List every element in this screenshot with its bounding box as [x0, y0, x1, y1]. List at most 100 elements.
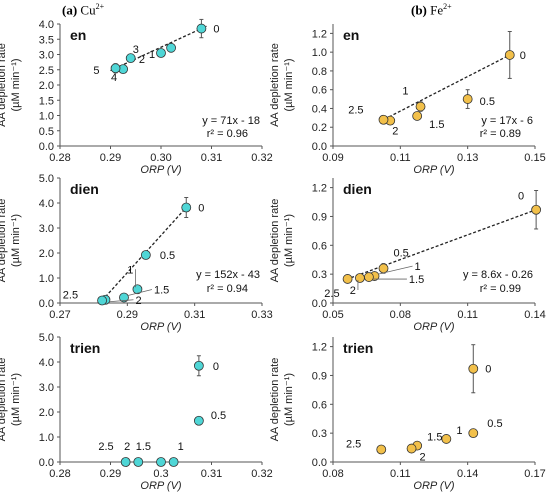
y-tick-label: 0.4 [312, 103, 327, 115]
fit-equation: y = 8.6x - 0.26 [463, 269, 533, 281]
point-label: 1.5 [429, 119, 444, 131]
x-tick-label: 0.13 [457, 152, 478, 164]
y-axis-unit: (µM min⁻¹) [10, 373, 22, 426]
point-label: 0.5 [211, 410, 226, 422]
y-tick-label: 2.5 [39, 65, 54, 77]
data-point [462, 94, 473, 104]
data-point [181, 202, 192, 213]
data-point [125, 53, 136, 64]
panel-title: en [70, 27, 86, 43]
data-point [415, 101, 426, 112]
panel-title: trien [343, 340, 373, 356]
point-label: 0 [520, 50, 526, 62]
point-label: 3 [133, 44, 139, 56]
y-tick-label: 0.5 [39, 126, 54, 138]
y-tick-label: 1.2 [312, 28, 327, 40]
data-point [120, 457, 131, 467]
data-point [193, 415, 204, 426]
y-tick-label: 1.2 [312, 183, 327, 195]
data-point [196, 23, 207, 34]
x-axis-title: ORP (V) [413, 164, 454, 176]
point-label: 0.5 [487, 418, 502, 430]
x-axis-title: ORP (V) [140, 480, 181, 492]
point-label: 2.5 [348, 105, 363, 117]
point-label: 2 [124, 441, 130, 453]
data-point [504, 50, 515, 60]
data-point [97, 295, 107, 306]
y-axis-unit: (µM min⁻¹) [283, 373, 295, 426]
y-tick-label: 5.0 [39, 173, 54, 185]
panel-title: dien [70, 181, 99, 197]
data-point [406, 443, 417, 454]
y-tick-label: 0.0 [39, 457, 54, 469]
fit-r2: r² = 0.99 [480, 283, 521, 295]
y-tick-label: 4.0 [39, 198, 54, 210]
x-tick-label: 0.11 [457, 309, 478, 321]
panel-title: trien [70, 340, 100, 356]
point-label: 2 [135, 295, 141, 307]
y-tick-label: 5.0 [39, 332, 54, 344]
x-axis-title: ORP (V) [413, 480, 454, 492]
data-point [342, 274, 353, 284]
data-point [364, 272, 374, 282]
x-tick-label: 0.3 [153, 468, 168, 480]
y-tick-label: 1.0 [39, 111, 54, 123]
panel-title: en [343, 27, 359, 43]
data-point [355, 273, 365, 283]
point-label: 2 [392, 126, 398, 138]
x-tick-label: 0.14 [457, 468, 478, 480]
x-tick-label: 0.29 [117, 309, 138, 321]
x-tick-label: 0.05 [322, 309, 343, 321]
y-tick-label: 1.0 [39, 273, 54, 285]
x-tick-label: 0.08 [390, 309, 411, 321]
header-left-charge: 2+ [95, 2, 105, 11]
x-tick-label: 0.31 [201, 468, 222, 480]
y-tick-label: 0.9 [312, 211, 327, 223]
panel-title: dien [343, 181, 372, 197]
y-tick-label: 0.9 [312, 370, 327, 382]
point-label: 4 [111, 72, 117, 84]
point-label: 0 [213, 361, 219, 373]
fit-equation: y = 152x - 43 [196, 269, 260, 281]
y-tick-label: 0.0 [312, 298, 327, 310]
y-tick-label: 3.0 [39, 223, 54, 235]
y-axis-title: AA depletion rate [269, 199, 281, 283]
data-point [166, 42, 177, 53]
x-tick-label: 0.11 [390, 468, 411, 480]
x-tick-label: 0.33 [251, 309, 272, 321]
y-tick-label: 4.0 [39, 357, 54, 369]
x-tick-label: 0.29 [100, 468, 121, 480]
point-label: 5 [93, 65, 99, 77]
y-axis-unit: (µM min⁻¹) [283, 58, 295, 111]
header-left-ion: Cu [80, 2, 96, 18]
y-tick-label: 0.0 [312, 457, 327, 469]
y-axis-title: AA depletion rate [0, 199, 8, 283]
y-tick-label: 2.0 [39, 407, 54, 419]
header-right: (b) Fe2+ [411, 2, 452, 18]
x-tick-label: 0.28 [49, 468, 70, 480]
header-left-letter: (a) [62, 2, 78, 18]
y-tick-label: 1.0 [39, 432, 54, 444]
point-label: 2.5 [346, 439, 361, 451]
panel-cu-trien: 0.0 1.0 2.0 3.0 4.0 5.0 0.28 0.29 0.3 0.31 0.32 ORP… [0, 332, 273, 492]
point-label: 1.5 [136, 441, 151, 453]
data-point [168, 457, 179, 467]
point-label: 0 [518, 191, 524, 203]
point-label: 1.5 [409, 274, 424, 286]
header-left: (a) Cu2+ [62, 2, 104, 18]
y-axis-unit: (µM min⁻¹) [10, 58, 22, 111]
fit-r2: r² = 0.89 [480, 128, 521, 140]
data-point [119, 292, 129, 303]
fit-equation: y = 17x - 6 [481, 115, 533, 127]
y-tick-label: 3.0 [39, 50, 54, 62]
x-tick-label: 0.11 [390, 152, 411, 164]
point-label: 1.5 [154, 285, 169, 297]
x-tick-label: 0.09 [322, 152, 343, 164]
y-tick-label: 0.2 [312, 122, 327, 134]
y-axis-title: AA depletion rate [269, 358, 281, 442]
point-label: 2.5 [98, 441, 113, 453]
point-label: 1 [178, 441, 184, 453]
fit-equation: y = 71x - 18 [202, 115, 260, 127]
panel-cu-dien: 0.0 1.0 2.0 3.0 4.0 5.0 0.27 0.29 0.31 0.33 ORP (V… [0, 173, 273, 333]
